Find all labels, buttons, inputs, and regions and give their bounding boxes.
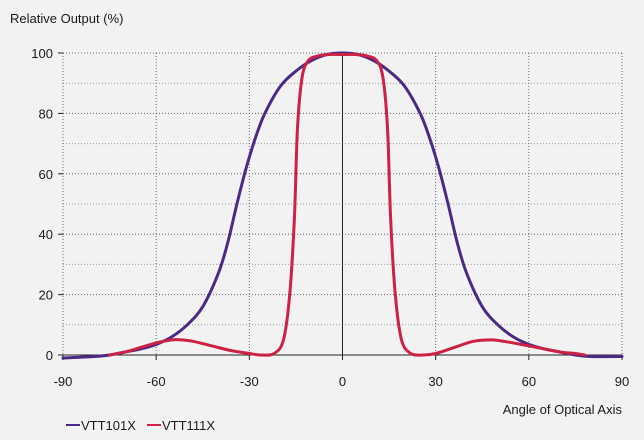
series-line-vtt101x [61, 51, 624, 360]
y-tick-label: 0 [46, 348, 53, 363]
x-tick-label: 0 [339, 374, 346, 389]
x-tick-label: -30 [240, 374, 259, 389]
y-axis-title: Relative Output (%) [10, 11, 123, 26]
series-group [61, 51, 624, 360]
x-tick-label: 30 [428, 374, 442, 389]
y-tick-label: 80 [39, 106, 53, 121]
legend: VTT101X VTT111X [66, 418, 215, 433]
legend-label: VTT101X [81, 418, 136, 433]
y-tick-label: 100 [31, 46, 53, 61]
y-tick-label: 40 [39, 227, 53, 242]
x-tick-label: 60 [522, 374, 536, 389]
series-line-vtt111x [108, 52, 587, 357]
axes [58, 52, 623, 360]
legend-label: VTT111X [162, 418, 215, 433]
x-tick-label: -90 [54, 374, 73, 389]
x-axis-title: Angle of Optical Axis [503, 402, 623, 417]
y-tick-label: 20 [39, 288, 53, 303]
x-tick-label: 90 [615, 374, 629, 389]
y-tick-label: 60 [39, 167, 53, 182]
tick-labels: -90 -60 -30 0 30 60 90 0 20 40 60 80 100 [31, 46, 629, 389]
x-tick-label: -60 [147, 374, 166, 389]
